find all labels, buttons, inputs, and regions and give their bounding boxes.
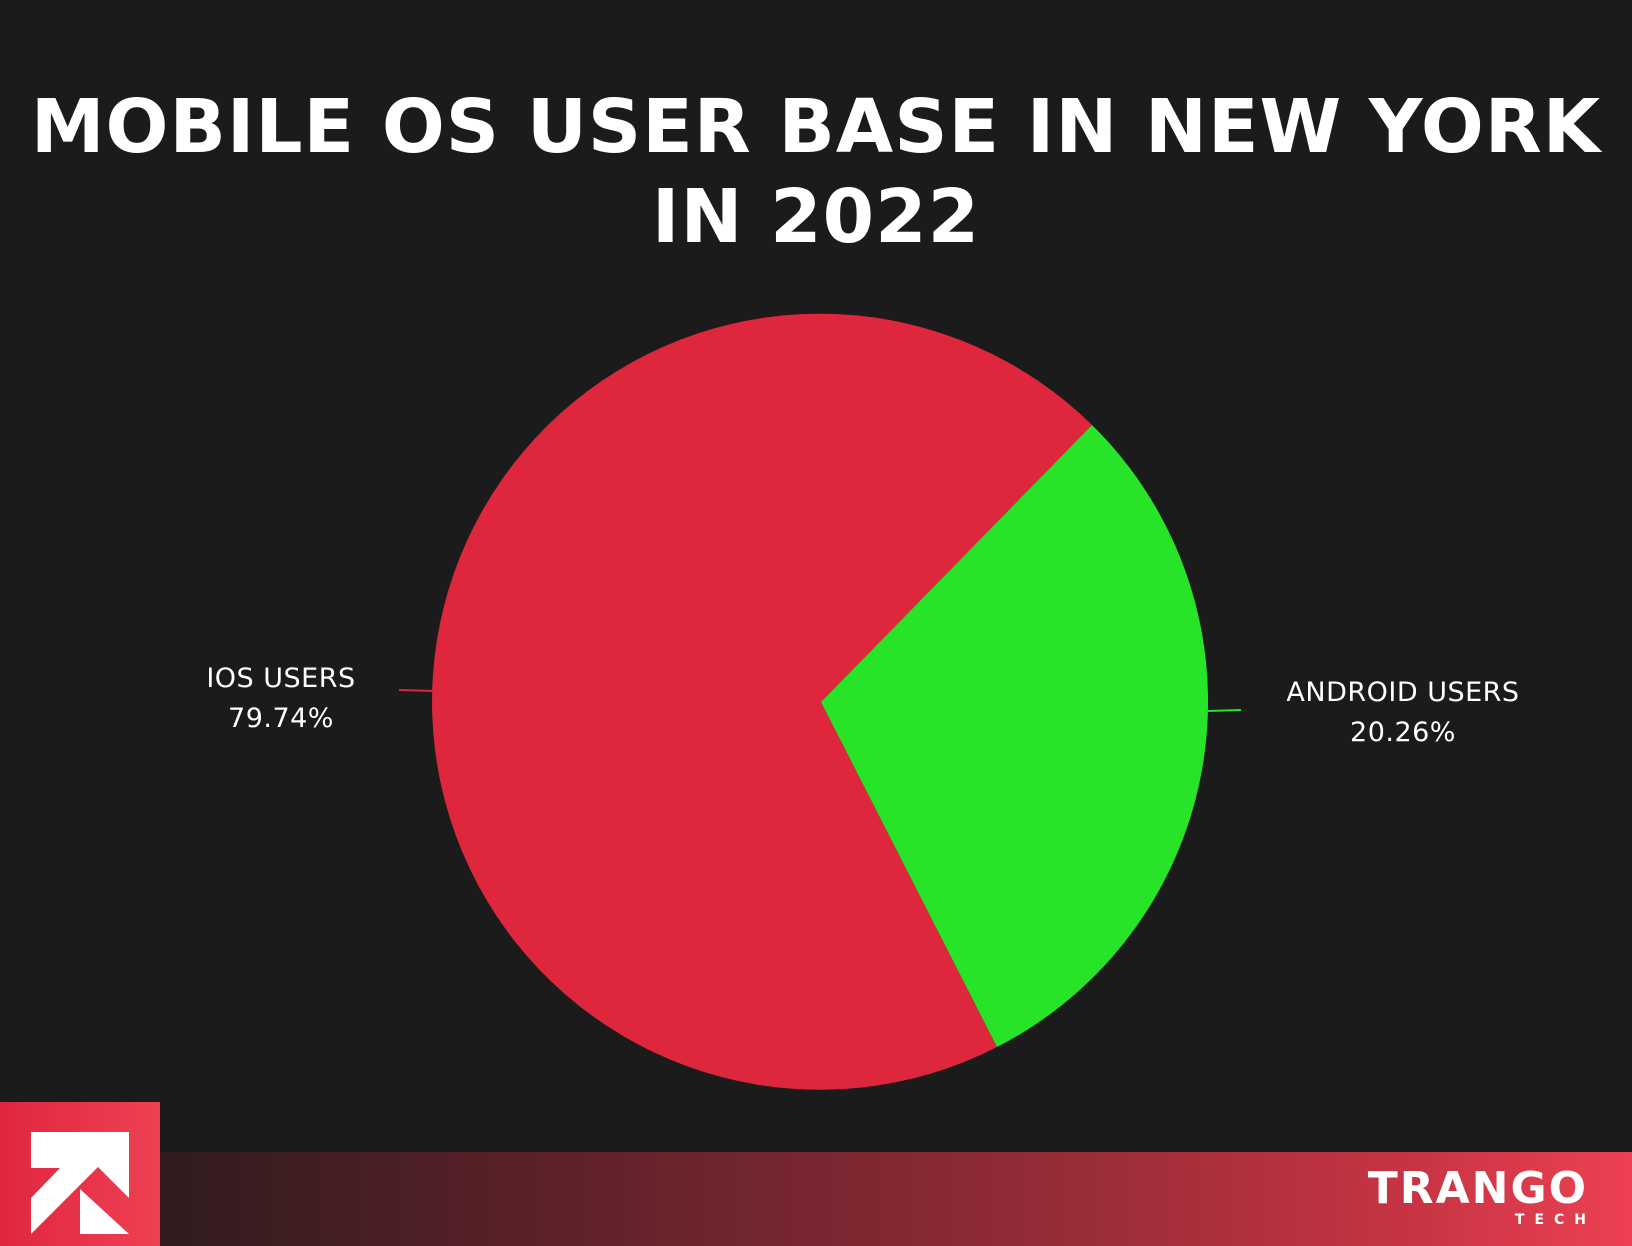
label-android-name: ANDROID USERS xyxy=(1286,677,1520,708)
footer-bar xyxy=(160,1152,1632,1246)
pie-slice-android xyxy=(821,425,1209,1047)
logo-box xyxy=(0,1102,160,1246)
leader-line-ios xyxy=(398,689,435,692)
label-android-value: 20.26% xyxy=(1350,717,1456,748)
label-android-users: ANDROID USERS 20.26% xyxy=(1253,673,1553,753)
label-ios-name: IOS USERS xyxy=(206,663,356,694)
chart-title: MOBILE OS USER BASE IN NEW YORK IN 2022 xyxy=(0,82,1632,262)
brand-name: TRANGO xyxy=(1367,1163,1588,1214)
arrow-up-left-logo-icon xyxy=(31,1132,129,1234)
brand-logo: TRANGO TECH xyxy=(1367,1163,1588,1229)
chart-title-line-1: MOBILE OS USER BASE IN NEW YORK xyxy=(30,84,1602,170)
label-ios-value: 79.74% xyxy=(228,703,334,734)
leader-line-android xyxy=(1207,709,1242,712)
chart-title-line-2: IN 2022 xyxy=(651,174,981,260)
label-ios-users: IOS USERS 79.74% xyxy=(181,659,381,739)
pie-slice-ios xyxy=(432,313,1092,1090)
brand-subtitle: TECH xyxy=(1514,1212,1596,1228)
